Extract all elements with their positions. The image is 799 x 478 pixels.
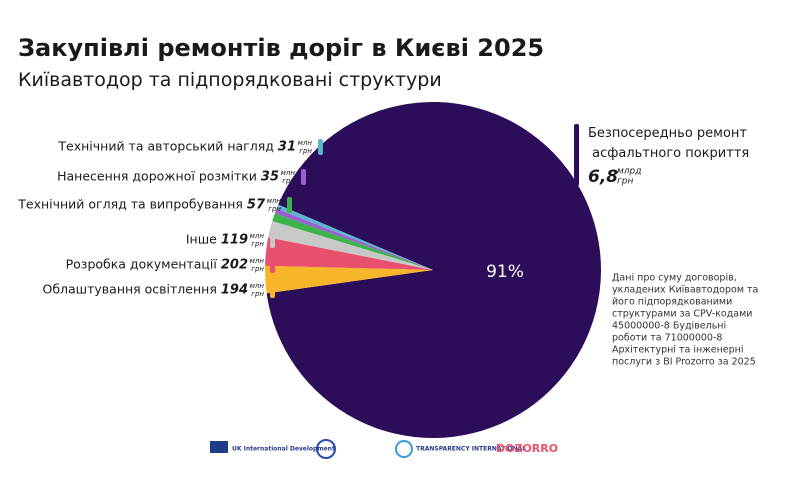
unit-label: грн — [299, 147, 312, 155]
legend-marker — [270, 282, 275, 298]
value-label: 31 — [278, 140, 296, 155]
legend-marker — [318, 139, 323, 155]
note-line: структурами за CPV-кодами — [612, 309, 752, 320]
pie-label: 91% — [486, 262, 524, 282]
value-label: 6,8 — [588, 167, 618, 187]
logo-icon — [316, 439, 336, 459]
value-label: 119 — [221, 233, 248, 248]
pie-slice — [266, 101, 601, 438]
pie-slice — [272, 213, 433, 270]
chart-title: Закупівлі ремонтів доріг в Києві 2025 — [18, 34, 544, 62]
note-line: послуги з BI Prozorro за 2025 — [612, 357, 756, 368]
unit-label: грн — [251, 265, 264, 273]
note-line: Дані про суму договорів, — [612, 273, 737, 284]
pie-slice — [265, 265, 433, 294]
unit-label: грн — [251, 290, 264, 298]
unit-label: грн — [251, 240, 264, 248]
legend-label: Технічний та авторський нагляд — [57, 139, 274, 154]
legend-marker — [270, 232, 275, 248]
unit-label: грн — [268, 205, 281, 213]
unit-label: млн — [250, 282, 265, 290]
pie-slice — [274, 208, 433, 270]
legend-label: Нанесення дорожної розмітки — [57, 169, 257, 184]
pie-slice — [276, 204, 433, 270]
unit-label: млн — [250, 257, 265, 265]
flag-icon — [210, 441, 228, 453]
logo-text: TRANSPARENCY INTERNATIONAL — [416, 446, 526, 453]
legend-label: Безпосередньо ремонт асфальтного покритт… — [588, 126, 749, 161]
unit-label: млн — [298, 139, 313, 147]
legend-label: Технічний огляд та випробування — [17, 197, 243, 212]
value-label: 35 — [261, 170, 279, 185]
legend-marker — [301, 169, 306, 185]
logo-text: DOZORRO — [496, 442, 558, 455]
legend-marker — [574, 124, 579, 186]
value-label: 202 — [221, 258, 248, 273]
legend-label: Облаштування освітлення — [42, 282, 216, 297]
note-line: 45000000-8 Будівельні — [612, 321, 726, 332]
value-label: 57 — [247, 198, 266, 213]
logo-icon — [395, 440, 413, 458]
unit-label: млн — [250, 232, 265, 240]
unit-label: млн — [281, 169, 296, 177]
legend-marker — [287, 197, 292, 213]
logo-text: UK International Development — [232, 446, 335, 453]
unit-label: млн — [267, 197, 282, 205]
value-label: 194 — [221, 283, 248, 298]
legend-label: Розробка документації — [66, 257, 218, 272]
pie-slice — [265, 237, 433, 270]
note-line: його підпорядкованими — [612, 297, 732, 308]
legend-marker — [270, 257, 275, 273]
pie-slice — [268, 221, 433, 270]
note-line: укладених Київавтодором та — [612, 285, 758, 296]
legend-label: Інше — [186, 232, 217, 247]
unit-label: грн — [617, 177, 633, 187]
note-line: роботи та 71000000-8 — [612, 333, 722, 344]
unit-label: млрд — [617, 167, 641, 177]
chart-subtitle: Київавтодор та підпорядковані структури — [18, 69, 442, 91]
unit-label: грн — [282, 177, 295, 185]
note-line: Архітектурні та інженерні — [612, 345, 744, 356]
